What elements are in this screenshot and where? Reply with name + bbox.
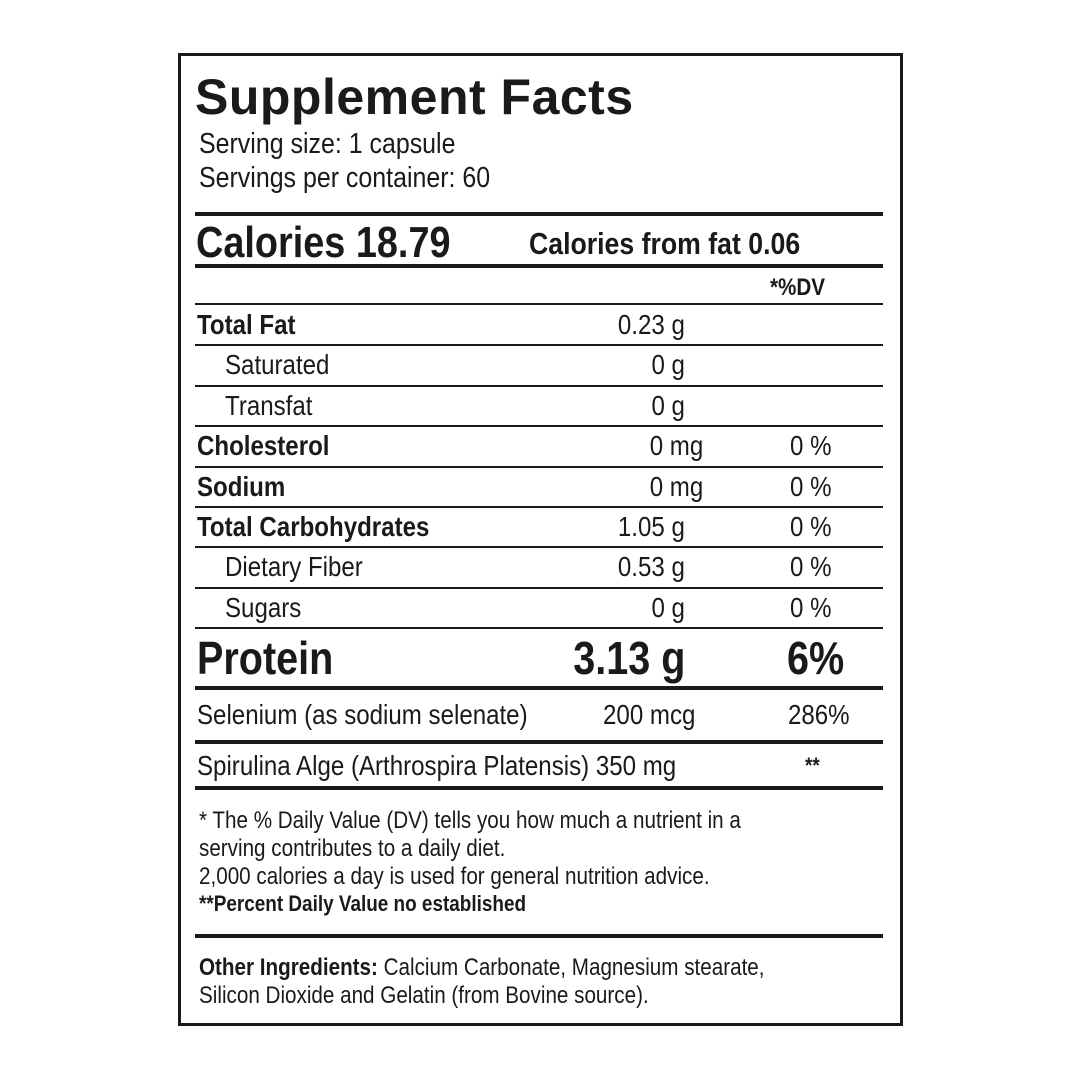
spirulina-row: Spirulina Alge (Arthrospira Platensis) 3… <box>195 745 883 787</box>
footnote-line: serving contributes to a daily diet. <box>199 835 506 862</box>
footnote-line: 2,000 calories a day is used for general… <box>199 863 710 890</box>
nutrient-row: Sugars 0 g 0 % <box>195 588 883 628</box>
divider <box>195 686 883 690</box>
other-ingredients-label: Other Ingredients: <box>199 954 378 981</box>
nutrient-row: Transfat 0 g <box>195 386 883 426</box>
nutrient-amount: 3.13 g <box>572 632 685 684</box>
nutrient-dv: 0 % <box>790 470 832 502</box>
divider <box>195 546 883 549</box>
nutrient-dv: 0 % <box>790 591 832 623</box>
selenium-row: Selenium (as sodium selenate) 200 mcg 28… <box>195 692 883 738</box>
nutrient-name: Sodium <box>197 470 286 502</box>
footnote-line: **Percent Daily Value no established <box>199 891 527 916</box>
nutrient-amount: 0 mg <box>649 470 703 502</box>
divider <box>195 344 883 347</box>
nutrient-amount: 200 mcg <box>602 699 695 730</box>
nutrient-name: Sugars <box>225 591 302 623</box>
nutrient-amount: 0.23 g <box>618 309 685 340</box>
divider <box>195 212 883 216</box>
supplement-facts-panel <box>178 53 903 1026</box>
nutrient-dv: 0 % <box>790 511 832 542</box>
nutrient-name: Total Fat <box>197 309 296 340</box>
nutrient-row: Dietary Fiber 0.53 g 0 % <box>195 547 883 587</box>
nutrient-row: Total Carbohydrates 1.05 g 0 % <box>195 507 883 547</box>
nutrient-dv: 286% <box>788 699 850 730</box>
divider <box>195 627 883 630</box>
nutrient-name: Saturated <box>225 349 330 381</box>
divider <box>195 506 883 508</box>
nutrient-row: Total Fat 0.23 g <box>195 305 883 345</box>
nutrient-name: Dietary Fiber <box>225 551 363 583</box>
divider <box>195 303 883 305</box>
nutrient-amount: 0 mg <box>649 430 703 462</box>
footnote-line: * The % Daily Value (DV) tells you how m… <box>199 807 741 834</box>
panel-title: Supplement Facts <box>195 69 634 125</box>
nutrient-dv: ** <box>805 753 820 778</box>
nutrient-amount: 0.53 g <box>618 551 685 583</box>
nutrient-name: Selenium (as sodium selenate) <box>197 699 528 730</box>
nutrient-name: Cholesterol <box>197 430 330 462</box>
nutrient-dv: 6% <box>787 632 845 684</box>
nutrient-amount: 0 g <box>651 349 685 381</box>
nutrient-name: Spirulina Alge (Arthrospira Platensis) 3… <box>197 750 677 781</box>
divider <box>195 740 883 744</box>
divider <box>195 264 883 268</box>
nutrient-row: Saturated 0 g <box>195 345 883 385</box>
other-ingredients-text: Silicon Dioxide and Gelatin (from Bovine… <box>199 982 649 1009</box>
divider <box>195 934 883 938</box>
nutrient-row: Sodium 0 mg 0 % <box>195 467 883 507</box>
nutrient-row: Cholesterol 0 mg 0 % <box>195 426 883 466</box>
calories-from-fat: Calories from fat 0.06 <box>529 226 801 261</box>
nutrient-name: Transfat <box>225 389 313 421</box>
nutrient-amount: 1.05 g <box>618 511 685 542</box>
divider <box>195 425 883 428</box>
serving-size: Serving size: 1 capsule <box>199 128 456 160</box>
nutrient-dv: 0 % <box>790 430 832 462</box>
divider <box>195 786 883 790</box>
divider <box>195 384 883 387</box>
other-ingredients: Other Ingredients: Calcium Carbonate, Ma… <box>199 954 765 982</box>
nutrient-amount: 0 g <box>651 591 685 623</box>
nutrient-name: Total Carbohydrates <box>197 511 430 542</box>
dv-header: *%DV <box>770 274 826 301</box>
nutrient-dv: 0 % <box>790 551 832 583</box>
divider <box>195 586 883 589</box>
protein-row: Protein 3.13 g 6% <box>195 629 883 687</box>
calories: Calories 18.79 <box>196 218 451 267</box>
nutrient-amount: 0 g <box>651 389 685 421</box>
nutrient-name: Protein <box>197 632 334 684</box>
other-ingredients-text: Calcium Carbonate, Magnesium stearate, <box>377 954 765 981</box>
divider <box>195 465 883 468</box>
servings-per-container: Servings per container: 60 <box>199 162 491 194</box>
